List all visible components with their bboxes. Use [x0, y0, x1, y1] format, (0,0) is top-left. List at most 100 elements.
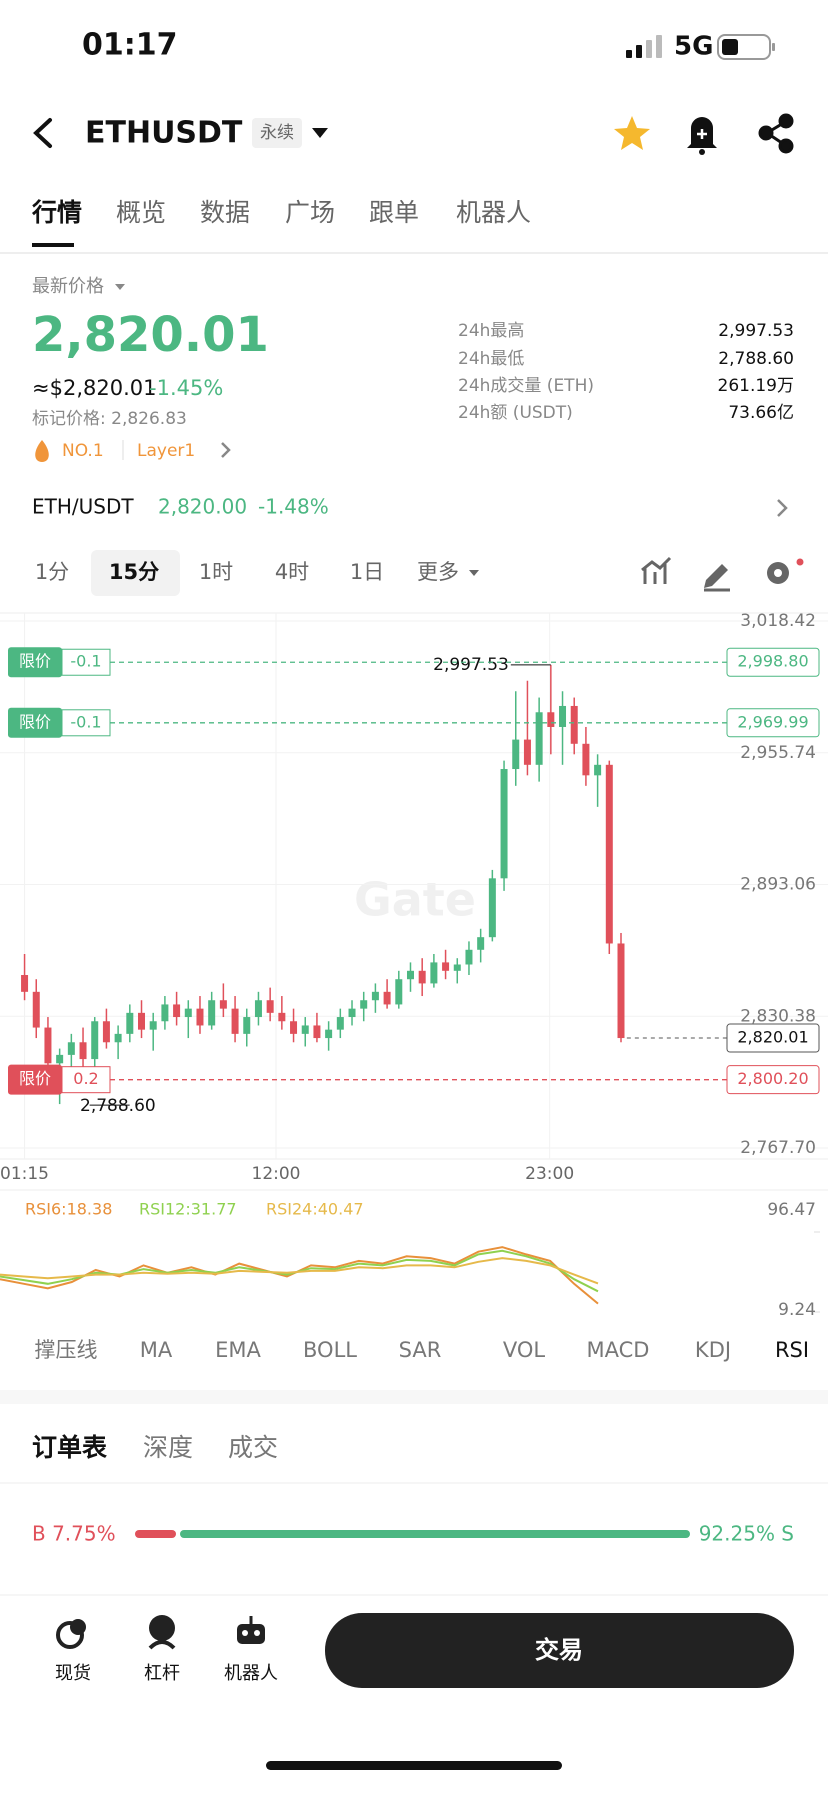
interval-tab[interactable]: 4时 [275, 560, 309, 584]
signal-icon [626, 35, 662, 58]
price-title: 最新价格 [32, 276, 104, 297]
orderbook-tab[interactable]: 深度 [143, 1433, 193, 1462]
status-time: 01:17 [82, 28, 178, 63]
y-tick-label: 2,767.70 [740, 1138, 816, 1158]
stat-label: 24h最低 [458, 349, 524, 369]
back-button[interactable] [33, 118, 52, 148]
candle-body [278, 1012, 286, 1022]
x-tick-label: 12:00 [252, 1164, 301, 1184]
interval-tab[interactable]: 1日 [350, 560, 384, 584]
indicator-tab[interactable]: KDJ [695, 1338, 731, 1362]
orderbook-tab[interactable]: 订单表 [32, 1433, 108, 1462]
candle-body [582, 743, 590, 776]
candle-body [254, 1000, 262, 1018]
dropdown-icon[interactable] [312, 128, 328, 138]
indicator-tab[interactable]: MA [140, 1338, 173, 1362]
last-price: 2,820.01 [32, 307, 269, 363]
tab[interactable]: 行情 [31, 198, 82, 227]
tag-bg [252, 118, 302, 148]
trade-button[interactable] [325, 1613, 794, 1688]
ratio-bar [180, 1530, 690, 1538]
candle-body [313, 1025, 321, 1039]
alert-bell[interactable] [687, 117, 717, 155]
chevron[interactable] [777, 499, 788, 517]
candle-body [243, 1017, 251, 1034]
interval-tab[interactable]: 更多 [417, 560, 459, 584]
indicator-tab[interactable]: EMA [215, 1338, 261, 1362]
order-price-bg [726, 708, 820, 738]
indicator-icon[interactable] [641, 556, 672, 584]
candle-body [336, 1017, 344, 1030]
indicator-tab[interactable]: SAR [399, 1338, 442, 1362]
candle-body [325, 1029, 333, 1039]
tab[interactable]: 数据 [200, 198, 250, 227]
order-price: 2,800.20 [737, 1069, 808, 1088]
order-tag[interactable]: 限价 [19, 1069, 51, 1088]
nav-label[interactable]: 现货 [55, 1663, 91, 1684]
indicator-tab[interactable]: 撑压线 [35, 1338, 98, 1362]
contract-tag: 永续 [260, 123, 294, 143]
tab[interactable]: 概览 [116, 198, 166, 227]
stat-value: 261.19万 [718, 376, 794, 396]
candle-body [360, 1000, 368, 1009]
settings-icon[interactable] [767, 558, 804, 585]
robot-icon[interactable] [237, 1616, 265, 1644]
tab[interactable]: 跟单 [369, 198, 419, 227]
candle-body [617, 943, 625, 1039]
candle-body [500, 769, 508, 879]
candle-body [406, 970, 414, 980]
nav-label[interactable]: 机器人 [224, 1663, 278, 1684]
candle-body [21, 975, 29, 992]
indicator-tab[interactable]: BOLL [303, 1338, 357, 1362]
indicator-tab[interactable]: RSI [775, 1338, 809, 1362]
chevron[interactable] [221, 442, 231, 458]
candle-body [184, 1008, 192, 1018]
dropdown-icon[interactable] [115, 284, 125, 290]
interval-tab[interactable]: 1分 [35, 560, 69, 584]
x-tick-label: 01:15 [0, 1164, 49, 1184]
favorite-star[interactable] [614, 116, 650, 150]
legend-label: RSI6:18.38 [25, 1200, 112, 1219]
order-offset-bg [61, 1066, 111, 1094]
draw-icon[interactable] [704, 564, 730, 592]
y-tick-label: 96.47 [767, 1200, 816, 1220]
candle-body [266, 1000, 274, 1013]
indicator-tab[interactable]: VOL [503, 1338, 546, 1362]
stat-value: 73.66亿 [728, 403, 794, 423]
margin-icon[interactable] [148, 1615, 176, 1650]
y-tick-label: 3,018.42 [740, 611, 816, 631]
orderbook-tab[interactable]: 成交 [228, 1433, 278, 1462]
section-gap [0, 1390, 828, 1404]
order-tag[interactable]: 限价 [19, 712, 51, 731]
candle-body [348, 1008, 356, 1018]
candle-body [442, 962, 450, 971]
tab[interactable]: 机器人 [456, 198, 531, 227]
share-icon[interactable] [758, 113, 794, 154]
interval-tab[interactable]: 1时 [199, 560, 233, 584]
candle-body [79, 1042, 87, 1060]
battery-icon [717, 34, 775, 60]
candle-body [91, 1021, 99, 1060]
candle-body [547, 712, 555, 727]
order-tag-bg [8, 707, 62, 738]
order-tag[interactable]: 限价 [19, 652, 51, 671]
candle-body [570, 705, 578, 744]
dropdown-icon[interactable] [469, 570, 479, 576]
y-tick-label: 9.24 [778, 1300, 816, 1320]
spot-icon[interactable] [56, 1619, 86, 1649]
rsi-line [0, 1257, 599, 1285]
trade-label[interactable]: 交易 [535, 1636, 583, 1664]
indicator-tab[interactable]: MACD [587, 1338, 650, 1362]
interval-tab[interactable]: 15分 [109, 560, 159, 584]
stat-value: 2,788.60 [718, 349, 794, 369]
x-tick-label: 23:00 [525, 1164, 574, 1184]
price-change: -1.45% [149, 376, 223, 400]
tab[interactable]: 广场 [285, 198, 335, 227]
nav-label[interactable]: 杠杆 [144, 1663, 180, 1684]
candle-body [535, 712, 543, 765]
candle-body [371, 991, 379, 1001]
order-price: 2,998.80 [737, 652, 808, 671]
candle-body [114, 1033, 122, 1043]
spot-pair[interactable]: ETH/USDT [32, 495, 134, 519]
